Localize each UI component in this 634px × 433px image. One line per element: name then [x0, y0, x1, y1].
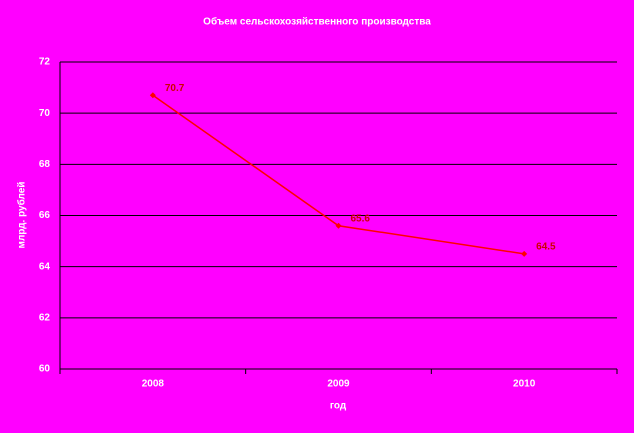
y-tick-label: 68 — [39, 159, 51, 170]
y-tick-label: 70 — [39, 108, 51, 119]
y-tick-label: 60 — [39, 364, 51, 375]
marker — [521, 250, 528, 257]
chart-title: Объем сельскохозяйственного производства — [203, 16, 431, 28]
value-label: 70.7 — [165, 83, 185, 94]
marker — [149, 92, 156, 99]
value-label: 65.6 — [351, 213, 371, 224]
y-axis-label: млрд. рублей — [16, 182, 28, 249]
x-tick-label: 2009 — [327, 379, 350, 390]
x-tick-label: 2008 — [142, 379, 165, 390]
marker — [335, 222, 342, 229]
value-label: 64.5 — [536, 242, 556, 253]
x-tick-label: 2010 — [513, 379, 536, 390]
y-tick-label: 72 — [39, 57, 51, 68]
y-tick-label: 64 — [39, 261, 51, 272]
y-tick-label: 66 — [39, 210, 51, 221]
x-axis-label: год — [330, 401, 347, 412]
y-tick-label: 62 — [39, 312, 51, 323]
